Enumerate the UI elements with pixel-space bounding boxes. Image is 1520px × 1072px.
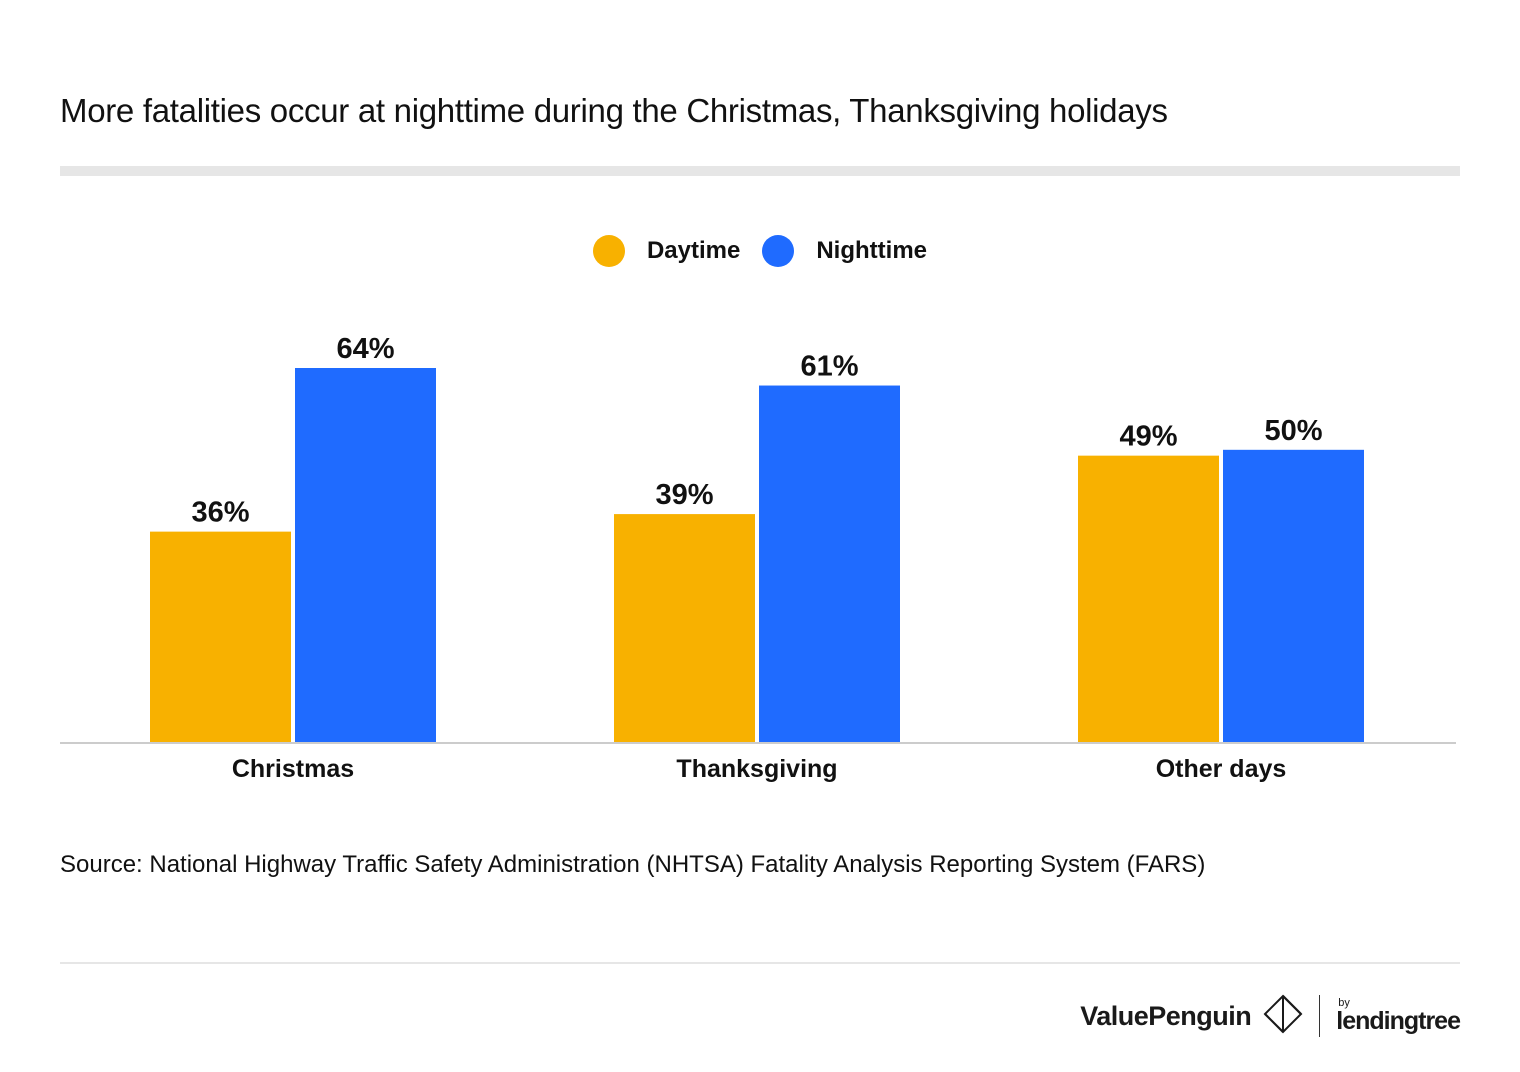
data-label-nighttime-other-days: 50% — [1264, 415, 1322, 447]
brand-logos: ValuePenguin by lendingtree — [1080, 994, 1461, 1039]
valuepenguin-logo-text: ValuePenguin — [1080, 1000, 1252, 1031]
legend-swatch-nighttime — [762, 235, 795, 267]
legend: Daytime Nighttime — [0, 234, 1520, 268]
legend-label-daytime: Daytime — [646, 237, 741, 264]
bar-daytime-other-days — [1078, 455, 1219, 742]
valuepenguin-logo-icon — [1263, 994, 1303, 1039]
data-label-daytime-other-days: 49% — [1119, 421, 1177, 453]
x-tick-label-thanksgiving: Thanksgiving — [676, 755, 837, 783]
footer-divider — [60, 962, 1460, 964]
x-tick-label-christmas: Christmas — [232, 755, 354, 783]
bar-daytime-christmas — [150, 531, 291, 742]
title-divider — [60, 166, 1460, 176]
bar-nighttime-other-days — [1223, 449, 1364, 742]
bar-nighttime-thanksgiving — [759, 385, 900, 742]
legend-swatch-daytime — [592, 235, 625, 267]
brand-separator — [1319, 995, 1321, 1037]
legend-label-nighttime: Nighttime — [816, 237, 928, 264]
lendingtree-logo: by lendingtree — [1336, 997, 1461, 1035]
x-tick-label-other-days: Other days — [1156, 755, 1287, 783]
lendingtree-by-text: by — [1338, 997, 1350, 1009]
bar-nighttime-christmas — [295, 368, 436, 742]
data-label-nighttime-thanksgiving: 61% — [800, 351, 858, 383]
source-note: Source: National Highway Traffic Safety … — [60, 851, 1206, 878]
legend-item-daytime: Daytime — [592, 235, 741, 267]
bar-daytime-thanksgiving — [614, 514, 755, 742]
lendingtree-logo-text: lendingtree — [1336, 1007, 1461, 1035]
legend-item-nighttime: Nighttime — [762, 235, 927, 267]
bar-chart: 36% 64% Christmas 39% 61% Thanksgiving 49% 50% O… — [60, 333, 1456, 783]
data-label-nighttime-christmas: 64% — [336, 333, 394, 365]
data-label-daytime-christmas: 36% — [191, 497, 249, 529]
data-label-daytime-thanksgiving: 39% — [655, 479, 713, 511]
chart-title: More fatalities occur at nighttime durin… — [60, 92, 1168, 129]
